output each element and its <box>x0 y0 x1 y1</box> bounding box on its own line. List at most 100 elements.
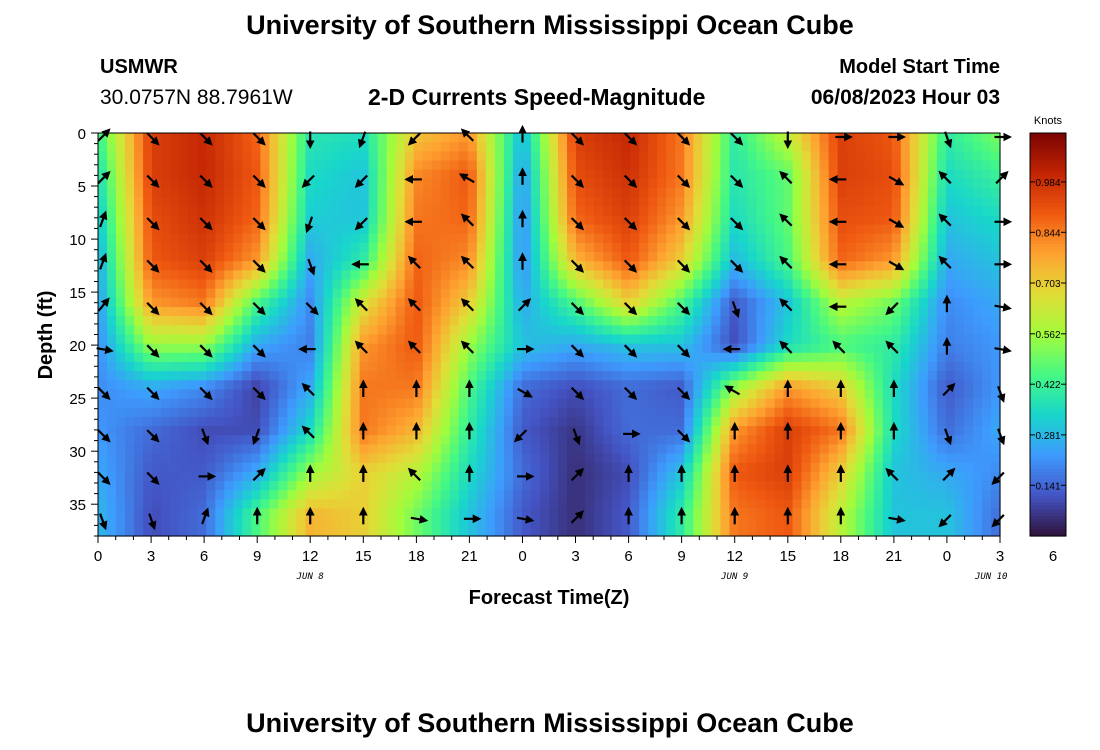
heatmap-cell <box>882 490 893 500</box>
heatmap-cell <box>639 526 649 537</box>
heatmap-cell <box>927 453 938 464</box>
heatmap-cell <box>476 187 487 198</box>
heatmap-cell <box>278 444 289 455</box>
heatmap-cell <box>612 288 622 299</box>
heatmap-cell <box>215 380 225 391</box>
heatmap-cell <box>720 499 730 510</box>
heatmap-cell <box>819 444 830 455</box>
heatmap-cell <box>269 316 279 326</box>
heatmap-cell <box>927 389 938 400</box>
heatmap-cell <box>558 444 568 455</box>
heatmap-cell <box>404 398 415 409</box>
heatmap-cell <box>873 279 884 290</box>
heatmap-cell <box>711 462 721 473</box>
heatmap-cell <box>512 169 523 180</box>
heatmap-cell <box>368 297 379 308</box>
heatmap-cell <box>900 499 911 510</box>
heatmap-cell <box>395 279 406 290</box>
heatmap-cell <box>143 169 153 180</box>
heatmap-cell <box>963 517 974 528</box>
heatmap-cell <box>116 398 126 409</box>
colorbar-segment <box>1030 237 1066 242</box>
heatmap-cell <box>278 398 289 409</box>
heatmap-cell <box>729 380 740 391</box>
heatmap-cell <box>954 252 965 262</box>
heatmap-cell <box>503 233 514 244</box>
heatmap-cell <box>621 471 631 482</box>
heatmap-cell <box>440 297 451 308</box>
heatmap-cell <box>440 197 451 207</box>
heatmap-cell <box>648 261 658 271</box>
heatmap-cell <box>702 398 712 409</box>
heatmap-cell <box>197 316 207 326</box>
heatmap-cell <box>152 224 162 235</box>
heatmap-cell <box>810 490 821 500</box>
heatmap-cell <box>305 316 316 326</box>
heatmap-cell <box>134 380 144 391</box>
heatmap-cell <box>467 242 478 253</box>
heatmap-cell <box>161 352 171 363</box>
heatmap-cell <box>873 499 884 510</box>
heatmap-cell <box>341 361 352 372</box>
heatmap-cell <box>864 142 875 152</box>
heatmap-cell <box>927 517 938 528</box>
heatmap-cell <box>503 297 514 308</box>
current-vector-arrow <box>307 258 316 276</box>
current-vector-arrow <box>199 132 213 146</box>
heatmap-cell <box>900 426 911 436</box>
heatmap-cell <box>621 252 631 262</box>
heatmap-cell <box>585 297 595 308</box>
heatmap-cell <box>729 435 740 446</box>
heatmap-cell <box>810 471 821 482</box>
heatmap-cell <box>954 133 965 143</box>
heatmap-cell <box>314 499 325 510</box>
heatmap-cell <box>855 508 866 519</box>
heatmap-cell <box>783 206 794 217</box>
heatmap-cell <box>368 270 379 281</box>
heatmap-cell <box>621 151 631 162</box>
heatmap-cell <box>413 462 424 473</box>
heatmap-cell <box>954 361 965 372</box>
heatmap-cell <box>765 197 776 207</box>
heatmap-cell <box>260 389 270 400</box>
heatmap-cell <box>197 224 207 235</box>
heatmap-cell <box>467 178 478 189</box>
heatmap-cell <box>612 206 622 217</box>
heatmap-cell <box>549 206 559 217</box>
heatmap-cell <box>485 389 496 400</box>
heatmap-cell <box>612 444 622 455</box>
heatmap-cell <box>494 444 505 455</box>
heatmap-cell <box>161 133 171 143</box>
heatmap-cell <box>630 242 640 253</box>
heatmap-cell <box>720 526 730 537</box>
heatmap-cell <box>603 206 613 217</box>
heatmap-cell <box>693 361 703 372</box>
heatmap-cell <box>630 297 640 308</box>
x-tick-label: 18 <box>832 548 849 565</box>
heatmap-cell <box>98 270 108 281</box>
heatmap-cell <box>828 197 839 207</box>
heatmap-cell <box>386 160 397 171</box>
heatmap-cell <box>954 224 965 235</box>
heatmap-cell <box>170 187 180 198</box>
heatmap-cell <box>828 389 839 400</box>
heatmap-cell <box>738 435 749 446</box>
heatmap-cell <box>125 453 135 464</box>
heatmap-cell <box>494 288 505 299</box>
heatmap-cell <box>359 261 370 271</box>
heatmap-cell <box>882 297 893 308</box>
heatmap-cell <box>377 233 388 244</box>
heatmap-cell <box>332 261 343 271</box>
current-vector-arrow <box>201 428 210 446</box>
heatmap-cell <box>729 169 740 180</box>
heatmap-cell <box>458 160 469 171</box>
heatmap-cell <box>621 288 631 299</box>
heatmap-cell <box>729 242 740 253</box>
heatmap-cell <box>720 453 730 464</box>
heatmap-cell <box>792 371 803 381</box>
heatmap-cell <box>539 252 550 262</box>
heatmap-cell <box>612 197 622 207</box>
heatmap-cell <box>801 261 812 271</box>
heatmap-cell <box>567 499 577 510</box>
heatmap-cell <box>107 261 117 271</box>
